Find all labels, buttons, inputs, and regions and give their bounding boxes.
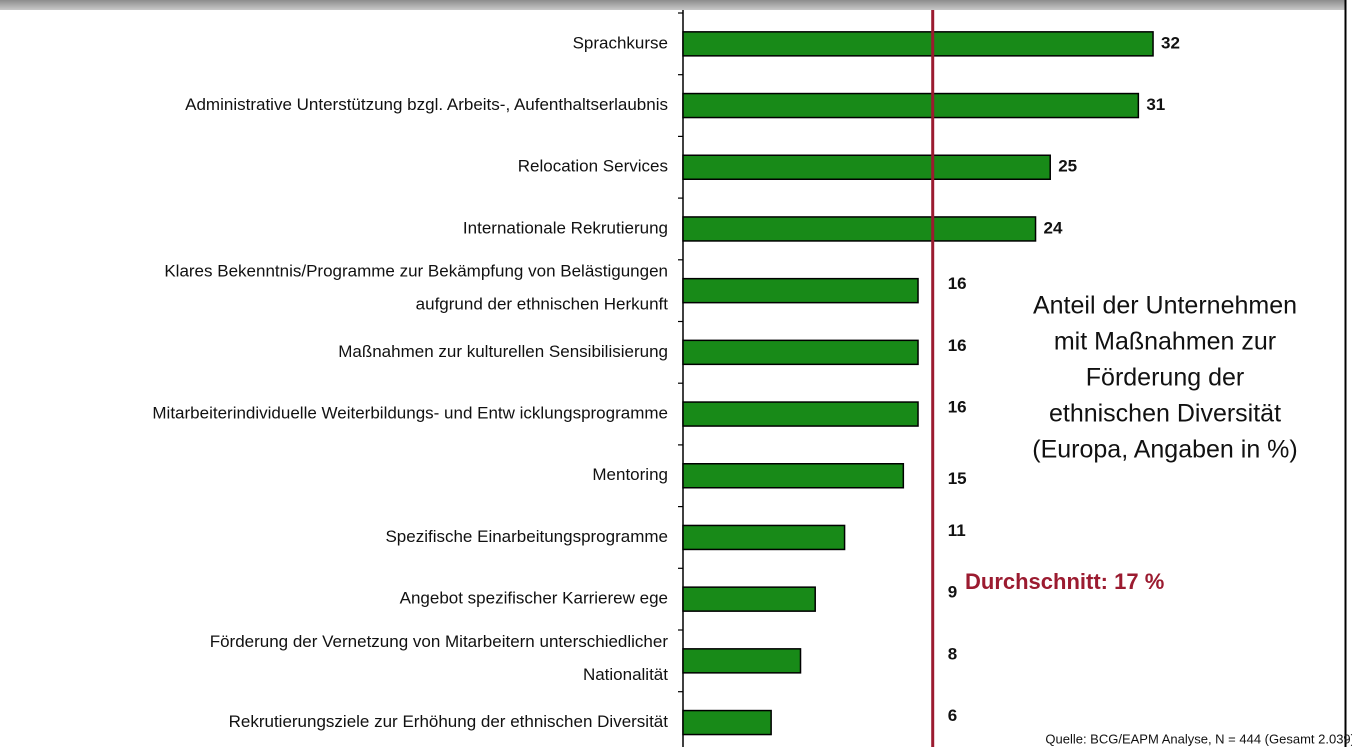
bar	[682, 401, 919, 427]
value-label: 15	[948, 469, 967, 488]
value-label: 24	[1044, 218, 1063, 237]
annotation: Förderung der	[1086, 364, 1244, 392]
bar	[682, 648, 802, 674]
category-label: Mitarbeiterindividuelle Weiterbildungs- …	[152, 404, 668, 423]
annotation: (Europa, Angaben in %)	[1032, 436, 1297, 464]
bar	[682, 709, 772, 736]
category-label: Sprachkurse	[573, 33, 668, 52]
value-label: 6	[948, 706, 957, 725]
bar	[682, 31, 1154, 57]
value-label: 9	[948, 583, 957, 602]
bar	[682, 524, 846, 551]
top-band	[0, 0, 1345, 10]
value-label: 31	[1146, 95, 1165, 114]
category-label: Rekrutierungsziele zur Erhöhung der ethn…	[229, 712, 669, 731]
bar	[682, 339, 919, 366]
source: Quelle: BCG/EAPM Analyse, N = 444 (Gesam…	[1045, 731, 1352, 746]
category-label: Administrative Unterstützung bzgl. Arbei…	[185, 95, 668, 114]
bar	[682, 463, 905, 489]
annotation: mit Maßnahmen zur	[1054, 328, 1276, 356]
category-label: Mentoring	[592, 465, 668, 484]
bar	[682, 216, 1037, 242]
category-label: Klares Bekenntnis/Programme zur Bekämpfu…	[164, 262, 668, 281]
value-label: 11	[948, 521, 966, 540]
category-label: aufgrund der ethnischen Herkunft	[416, 295, 669, 314]
annotation: Anteil der Unternehmen	[1033, 292, 1297, 320]
bar	[682, 154, 1051, 180]
value-label: 16	[948, 398, 967, 417]
category-label: Angebot spezifischer Karrierew ege	[400, 589, 668, 608]
bar	[682, 586, 816, 612]
average-label: Durchschnitt: 17 %	[965, 569, 1164, 594]
category-label: Förderung der Vernetzung von Mitarbeiter…	[210, 632, 669, 651]
value-label: 16	[948, 274, 967, 293]
category-label: Relocation Services	[518, 157, 668, 176]
annotation: ethnischen Diversität	[1049, 400, 1281, 428]
category-label: Maßnahmen zur kulturellen Sensibilisieru…	[338, 342, 668, 361]
bar	[682, 92, 1140, 119]
bar	[682, 277, 919, 304]
category-label: Nationalität	[583, 665, 668, 684]
category-label: Internationale Rekrutierung	[463, 218, 668, 237]
value-label: 8	[948, 644, 957, 663]
value-label: 25	[1058, 157, 1077, 176]
category-label: Spezifische Einarbeitungsprogramme	[385, 527, 668, 546]
value-label: 32	[1161, 33, 1180, 52]
value-label: 16	[948, 336, 967, 355]
